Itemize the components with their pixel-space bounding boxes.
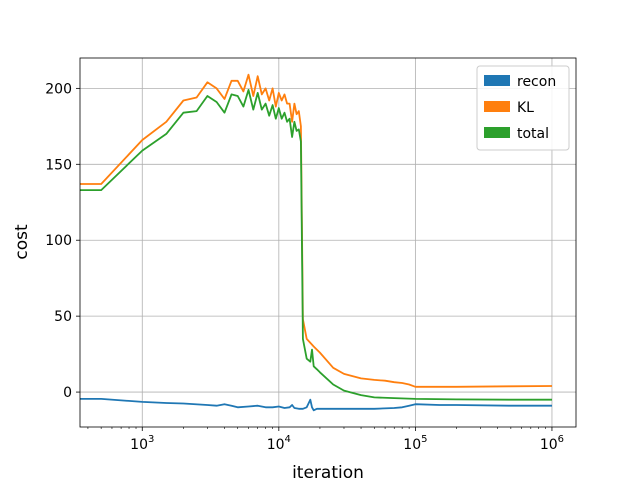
y-tick-label: 0 — [63, 385, 72, 401]
legend-swatch-recon — [484, 75, 510, 86]
series-line-total — [80, 89, 552, 401]
legend-swatch-KL — [484, 101, 510, 112]
y-tick-label: 200 — [45, 81, 72, 97]
legend-label-recon: recon — [517, 74, 556, 90]
legend-label-KL: KL — [517, 100, 534, 116]
x-axis-ticks: 103 104 105 106 — [87, 427, 564, 453]
legend: recon KL total — [476, 65, 570, 151]
y-axis-ticks: 0 50 100 150 200 — [45, 81, 80, 401]
y-tick-label: 50 — [54, 309, 72, 325]
series-lines — [80, 73, 553, 412]
x-tick-label: 104 — [267, 434, 291, 453]
x-tick-label: 105 — [403, 434, 427, 453]
y-tick-label: 100 — [45, 233, 72, 249]
series-line-recon — [80, 397, 552, 412]
x-tick-label: 106 — [540, 434, 564, 453]
x-tick-label: 103 — [130, 434, 154, 453]
series-line-KL — [80, 73, 553, 388]
y-tick-label: 150 — [45, 157, 72, 173]
plot-frame — [79, 57, 577, 428]
y-axis-label: cost — [12, 224, 32, 260]
legend-swatch-total — [484, 127, 510, 138]
legend-label-total: total — [517, 126, 549, 142]
x-axis-label: iteration — [292, 463, 364, 480]
